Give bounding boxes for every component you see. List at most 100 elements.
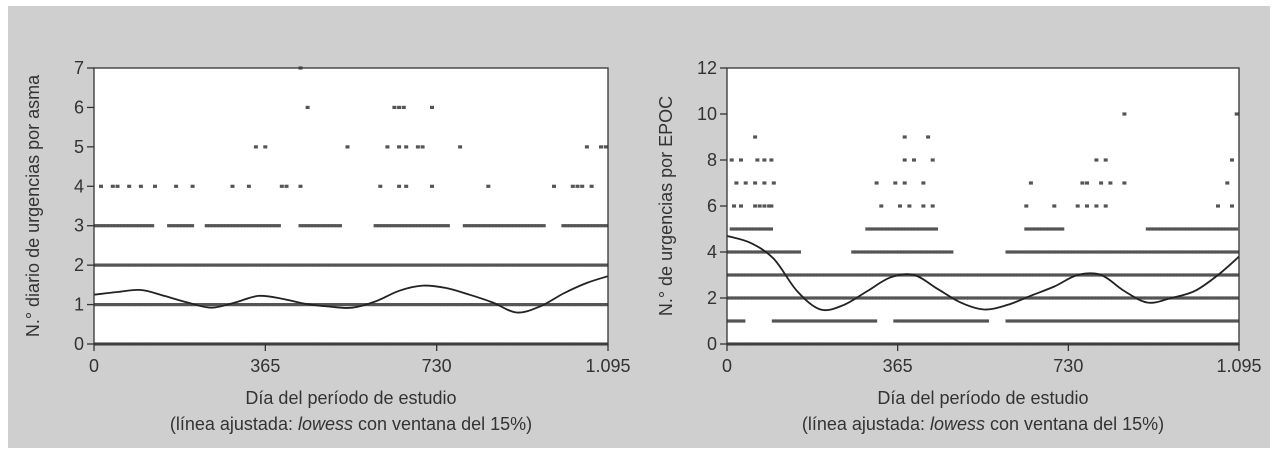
data-point-1-24 [170,303,175,307]
data-point-2-51 [891,296,896,300]
data-point-3-59 [331,224,336,228]
data-point-3-83 [442,224,447,228]
asthma-chart: 0 1 2 3 4 5 6 7 0 365 730 1.095 Día del período de e… [23,58,631,434]
data-point-2-6 [111,263,116,267]
data-point-4-98 [1149,250,1154,254]
data-point-2-47 [878,296,883,300]
data-point-3-130 [1150,273,1155,277]
data-point-3-91 [482,224,487,228]
data-point-1-71 [1018,319,1023,323]
data-point-1-10 [784,319,789,323]
data-point-4-5 [153,184,157,188]
x-axis-note: (línea ajustada: lowess con ventana del … [802,414,1164,434]
data-point-3-48 [882,273,887,277]
data-point-2-49 [885,296,890,300]
data-point-4-124 [1234,250,1239,254]
data-point-2-81 [358,263,363,267]
data-point-3-35 [234,224,239,228]
data-point-3-13 [137,224,142,228]
data-point-2-80 [354,263,359,267]
data-point-2-54 [901,296,906,300]
data-point-1-124 [1192,319,1197,323]
data-point-2-114 [466,263,471,267]
data-point-5-51 [1158,227,1163,231]
data-point-3-86 [466,224,471,228]
data-point-2-43 [233,263,238,267]
data-point-1-82 [1054,319,1059,323]
data-point-1-51 [935,319,940,323]
data-point-1-134 [1224,319,1229,323]
data-point-3-85 [1003,273,1008,277]
data-point-5-5 [404,145,409,149]
data-point-3-18 [167,224,172,228]
data-point-1-125 [1195,319,1200,323]
data-point-3-51 [891,273,896,277]
data-point-2-61 [292,263,297,267]
data-point-2-124 [1130,296,1135,300]
data-point-1-62 [295,303,300,307]
data-point-2-7 [115,263,119,267]
data-point-5-22 [894,227,899,231]
data-point-4-29 [870,250,875,254]
data-point-1-33 [200,303,205,307]
x-tick-label: 365 [250,356,280,376]
data-point-6-15 [1085,204,1089,208]
data-point-3-37 [846,273,851,277]
y-tick-label: 3 [74,216,84,236]
data-point-2-85 [1003,296,1008,300]
data-point-3-110 [561,224,566,228]
data-point-2-11 [761,296,765,300]
data-point-1-14 [138,303,142,307]
data-point-4-60 [1025,250,1030,254]
data-point-2-93 [397,263,402,267]
data-point-4-31 [877,250,882,254]
data-point-2-68 [315,263,320,267]
data-point-4-89 [1120,250,1125,254]
data-point-2-14 [770,296,775,300]
data-point-4-20 [575,184,580,188]
data-point-4-63 [1035,250,1039,254]
data-point-2-57 [279,263,284,267]
data-point-3-143 [1193,273,1197,277]
data-point-2-116 [473,263,478,267]
data-point-4-84 [1103,250,1108,254]
data-point-1-79 [351,303,356,307]
data-point-3-111 [1088,273,1093,277]
data-point-5-49 [1152,227,1157,231]
data-point-4-86 [1110,250,1115,254]
data-point-3-63 [931,273,936,277]
data-point-2-15 [141,263,146,267]
y-axis-label: N.° diario de urgencias por asma [23,74,43,337]
data-point-3-90 [1019,273,1024,277]
data-point-1-68 [1008,319,1013,323]
data-point-3-121 [1121,273,1125,277]
data-point-6-3 [401,105,406,109]
data-point-3-128 [1144,273,1148,277]
data-point-1-59 [285,303,290,307]
data-point-6-11 [930,204,935,208]
data-point-5-0 [253,145,258,149]
data-point-2-88 [381,263,386,267]
data-point-3-5 [110,224,115,228]
data-point-5-11 [603,145,608,149]
data-point-3-133 [1160,273,1165,277]
data-point-2-27 [180,263,185,267]
data-point-3-31 [826,273,831,277]
data-point-3-35 [839,273,844,277]
data-point-3-54 [315,224,319,228]
data-point-2-76 [341,263,346,267]
data-point-3-9 [123,224,128,228]
data-point-2-142 [1189,296,1194,300]
data-point-2-68 [947,296,952,300]
data-point-1-102 [427,303,432,307]
data-point-2-105 [437,263,441,267]
data-point-4-54 [1005,250,1010,254]
data-point-2-29 [187,263,192,267]
data-point-5-73 [1230,227,1235,231]
data-point-3-79 [983,273,988,277]
data-point-2-88 [1013,296,1017,300]
data-point-1-156 [604,303,608,307]
data-point-10-1 [1234,112,1239,116]
data-point-2-30 [190,263,195,267]
data-point-1-21 [820,319,825,323]
